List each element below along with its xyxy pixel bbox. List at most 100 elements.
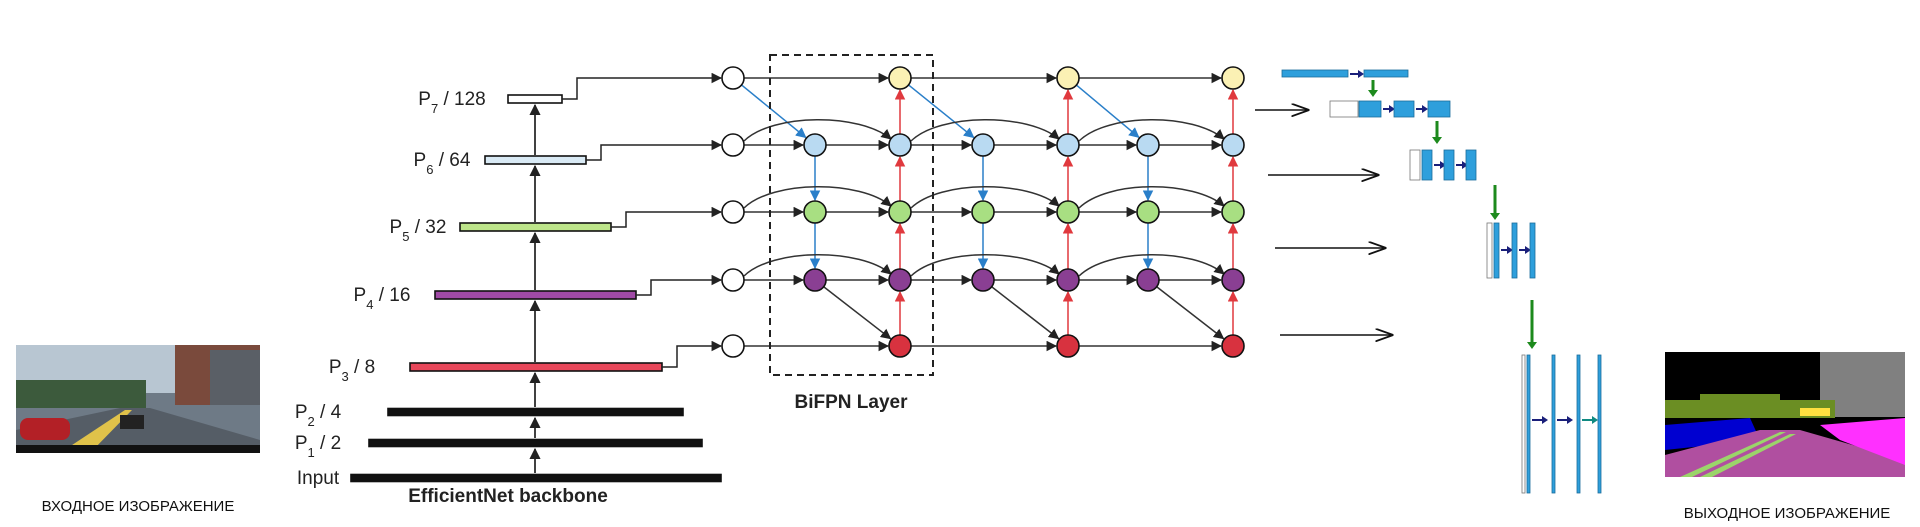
backbone-level-label: P7 / 128	[418, 89, 485, 116]
bifpn-node	[1221, 66, 1245, 90]
bifpn-node	[803, 133, 827, 157]
bifpn-edge	[1075, 84, 1140, 138]
level-base: P	[329, 357, 342, 378]
decoder-block	[1529, 222, 1536, 279]
decoder-conv-arrowhead	[1507, 246, 1513, 254]
decoder-conv-arrowhead	[1358, 70, 1364, 78]
level-subscript: 2	[308, 414, 315, 429]
level-subscript: 1	[308, 445, 315, 460]
input-image-caption: ВХОДНОЕ ИЗОБРАЖЕНИЕ	[42, 498, 235, 515]
bifpn-node	[888, 66, 912, 90]
bifpn-skip-edge	[743, 119, 892, 142]
backbone-to-bifpn-edge	[662, 340, 723, 368]
level-suffix: / 8	[349, 357, 375, 378]
decoder-conv-arrowhead	[1542, 416, 1548, 424]
bifpn-skip-edge	[910, 254, 1060, 277]
bifpn-node	[1136, 200, 1160, 224]
level-subscript: 5	[402, 229, 409, 244]
backbone-level-label: P2 / 4	[295, 402, 342, 429]
level-base: P	[418, 89, 431, 110]
bifpn-node	[1221, 200, 1245, 224]
decoder-pool-arrowhead	[1368, 90, 1378, 97]
decoder-conv-arrowhead	[1389, 105, 1395, 113]
backbone-level-label: P4 / 16	[354, 285, 411, 312]
level-suffix: / 32	[409, 217, 446, 238]
bifpn-node	[1221, 334, 1245, 358]
bifpn-node	[721, 133, 745, 157]
level-suffix: / 64	[433, 150, 470, 171]
bifpn-node	[1056, 133, 1080, 157]
level-base: P	[295, 433, 308, 454]
bifpn-node	[888, 200, 912, 224]
bifpn-skip-edge	[910, 186, 1060, 209]
backbone-level-label: Input	[297, 468, 340, 489]
bifpn-node	[888, 334, 912, 358]
decoder-block	[1493, 222, 1500, 279]
bifpn-edge	[991, 286, 1060, 340]
decoder-block-outline	[1409, 149, 1421, 181]
level-base: P	[354, 285, 367, 306]
level-suffix: / 2	[315, 433, 341, 454]
input-image	[16, 345, 260, 453]
decoder-block	[1597, 354, 1602, 494]
backbone-bar-p7	[507, 94, 563, 104]
backbone-level-label: P3 / 8	[329, 357, 375, 384]
level-base: P	[414, 150, 427, 171]
decoder-block	[1443, 149, 1455, 181]
backbone-to-bifpn-edge	[586, 139, 723, 161]
backbone-bar-p3	[409, 362, 663, 372]
unet-decoder	[1281, 69, 1602, 494]
bifpn-node	[1136, 268, 1160, 292]
level-subscript: 3	[342, 369, 349, 384]
decoder-block-outline	[1329, 100, 1359, 118]
level-suffix: / 128	[438, 89, 486, 110]
decoder-block	[1358, 100, 1382, 118]
decoder-conv-arrowhead	[1440, 161, 1446, 169]
bifpn-skip-edge	[1078, 254, 1225, 277]
bifpn-skip-edge	[1078, 119, 1225, 142]
decoder-conv-arrowhead	[1422, 105, 1428, 113]
bifpn-edge	[908, 84, 975, 139]
backbone-level-label: P6 / 64	[414, 150, 471, 177]
backbone-bar-p5	[459, 222, 612, 232]
decoder-pool-arrowhead	[1527, 342, 1537, 349]
backbone-level-label: P5 / 32	[390, 217, 447, 244]
bifpn-skip-edge	[1078, 186, 1225, 209]
level-suffix: / 4	[315, 402, 342, 423]
feature-connector-arrows	[1255, 110, 1392, 335]
bifpn-layer-label: BiFPN Layer	[795, 392, 909, 413]
decoder-conv-arrowhead	[1462, 161, 1468, 169]
bifpn-node	[1221, 133, 1245, 157]
decoder-block	[1551, 354, 1556, 494]
decoder-block	[1393, 100, 1415, 118]
bifpn-node	[721, 334, 745, 358]
bifpn-node	[803, 268, 827, 292]
bifpn-node	[1221, 268, 1245, 292]
bifpn-skip-edge	[910, 119, 1060, 142]
bifpn-node	[1056, 200, 1080, 224]
bifpn-node	[803, 200, 827, 224]
backbone-to-bifpn-edge	[611, 206, 723, 228]
level-base: P	[390, 217, 403, 238]
bifpn-layer-box	[769, 54, 934, 376]
decoder-pool-arrowhead	[1432, 137, 1442, 144]
bifpn-node	[1056, 66, 1080, 90]
bifpn-node	[888, 133, 912, 157]
backbone-to-bifpn-edge	[636, 274, 723, 296]
bifpn-node	[721, 200, 745, 224]
decoder-block	[1281, 69, 1349, 78]
backbone-to-bifpn-edge	[562, 72, 723, 100]
bifpn-node	[721, 66, 745, 90]
decoder-block	[1421, 149, 1433, 181]
bifpn-node	[1056, 334, 1080, 358]
backbone-title: EfficientNet backbone	[408, 486, 608, 507]
decoder-block-outline	[1521, 354, 1526, 494]
level-subscript: 4	[366, 297, 373, 312]
decoder-block	[1526, 354, 1531, 494]
bifpn-node	[971, 133, 995, 157]
output-segmentation-image	[1665, 352, 1905, 477]
backbone-bar-p1	[368, 438, 703, 448]
decoder-block	[1363, 69, 1409, 78]
decoder-conv-arrowhead	[1567, 416, 1573, 424]
